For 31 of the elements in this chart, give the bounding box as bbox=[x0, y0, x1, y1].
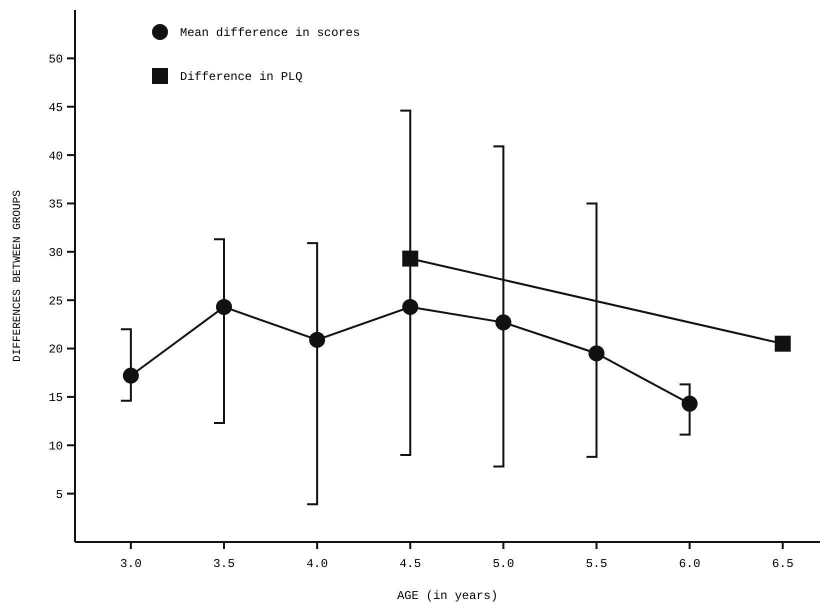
y-tick-label: 15 bbox=[48, 391, 63, 406]
y-tick-label: 20 bbox=[48, 342, 63, 357]
y-tick-label: 40 bbox=[48, 149, 63, 164]
point bbox=[774, 336, 791, 352]
point bbox=[402, 298, 418, 315]
legend-label: Mean difference in scores bbox=[180, 26, 360, 40]
point bbox=[495, 314, 512, 330]
y-tick-label: 10 bbox=[48, 439, 63, 454]
point bbox=[402, 250, 418, 267]
y-tick-label: 45 bbox=[48, 100, 63, 115]
x-tick-label: 5.0 bbox=[492, 557, 514, 571]
y-tick-label: 5 bbox=[56, 488, 63, 502]
y-tick-label: 25 bbox=[48, 294, 63, 308]
x-tick-label: 5.5 bbox=[586, 557, 608, 571]
x-tick-label: 3.5 bbox=[213, 557, 235, 571]
y-tick-label: 30 bbox=[48, 246, 63, 260]
point bbox=[216, 298, 232, 315]
point bbox=[588, 345, 604, 362]
y-tick-label: 50 bbox=[48, 52, 63, 67]
x-tick-label: 3.0 bbox=[120, 557, 142, 571]
point bbox=[309, 332, 326, 348]
x-tick-label: 6.5 bbox=[772, 557, 794, 571]
y-tick-label: 35 bbox=[48, 198, 63, 212]
y-axis-title: DIFFERENCES BETWEEN GROUPS bbox=[12, 190, 24, 362]
x-tick-label: 4.5 bbox=[399, 557, 422, 571]
legend-label: Difference in PLQ bbox=[180, 70, 302, 84]
x-tick-label: 6.0 bbox=[678, 557, 700, 571]
x-axis-title: AGE (in years) bbox=[397, 589, 498, 603]
x-tick-label: 4.0 bbox=[306, 557, 328, 571]
point bbox=[122, 368, 139, 384]
point bbox=[682, 396, 698, 412]
